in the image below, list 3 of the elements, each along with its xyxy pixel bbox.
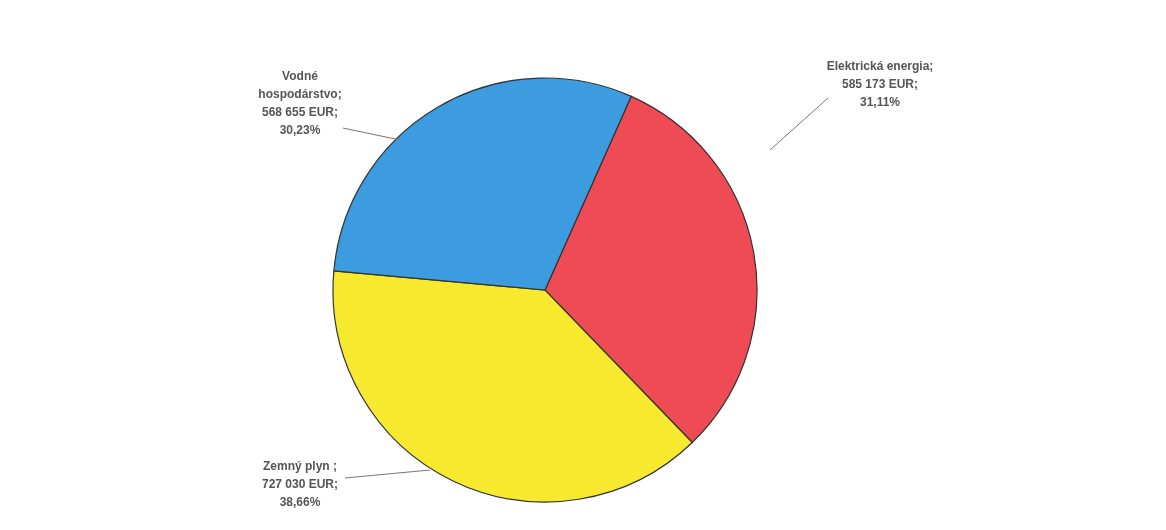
- slice-label: Vodné hospodárstvo; 568 655 EUR; 30,23%: [258, 69, 342, 137]
- slice-label: Zemný plyn ; 727 030 EUR; 38,66%: [261, 459, 339, 509]
- slice-label: Elektrická energia; 585 173 EUR; 31,11%: [826, 59, 934, 109]
